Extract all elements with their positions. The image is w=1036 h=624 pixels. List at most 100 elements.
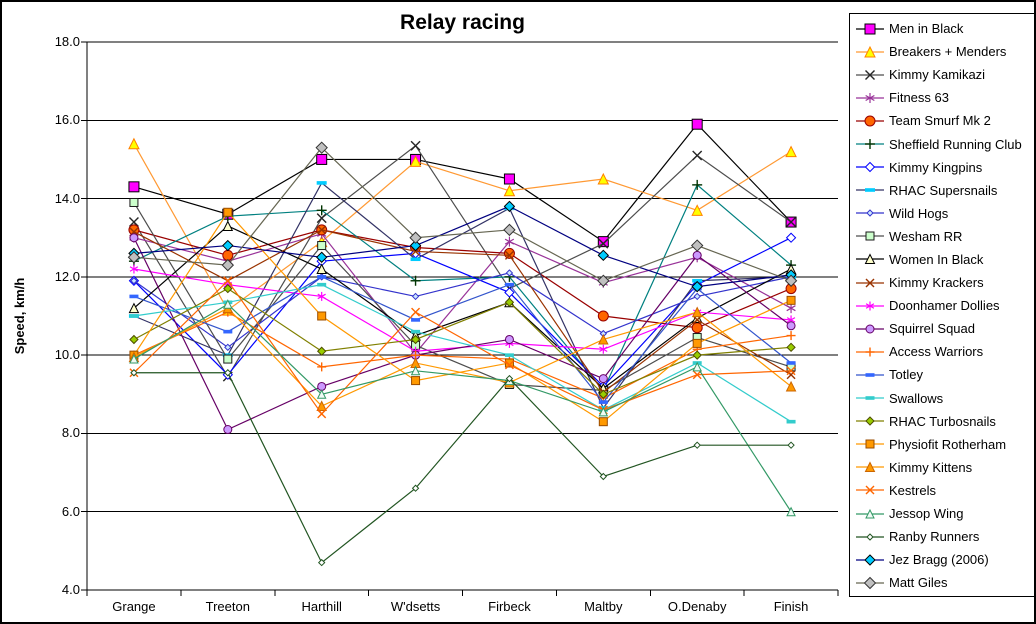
swallows-legend-marker[interactable]	[865, 396, 875, 400]
kestrels-marker[interactable]	[223, 276, 233, 286]
wesham-rr-marker[interactable]	[223, 354, 233, 364]
swallows-marker[interactable]	[786, 419, 796, 424]
rhac-turbosnails-marker[interactable]	[129, 334, 139, 345]
kestrels-marker[interactable]	[786, 366, 796, 376]
series-line-squirrel-squad[interactable]	[133, 237, 792, 431]
legend-item-sheffield-running-club[interactable]: Sheffield Running Club	[850, 132, 1034, 155]
men-in-black-legend-marker[interactable]	[864, 23, 876, 35]
legend-item-men-in-black[interactable]: Men in Black	[850, 17, 1034, 40]
kimmy-kittens-marker[interactable]	[316, 400, 327, 412]
swallows-marker[interactable]	[129, 314, 139, 318]
series-rhac-turbosnails[interactable]	[129, 283, 796, 399]
rhac-turbosnails-marker[interactable]	[786, 342, 796, 353]
kimmy-krackers-marker[interactable]	[786, 370, 796, 380]
jez-bragg-2006-marker[interactable]	[315, 251, 328, 263]
women-in-black-marker[interactable]	[128, 302, 140, 314]
kimmy-kamikazi-marker[interactable]	[598, 238, 609, 249]
series-squirrel-squad[interactable]	[129, 233, 796, 435]
legend-item-jez-bragg-2006[interactable]: Jez Bragg (2006)	[850, 548, 1034, 571]
jessop-wing-marker[interactable]	[410, 365, 421, 376]
jez-bragg-2006-marker[interactable]	[503, 200, 516, 213]
fitness-63-legend-marker[interactable]	[865, 94, 875, 101]
squirrel-squad-marker[interactable]	[129, 233, 139, 243]
physiofit-rotherham-marker[interactable]	[411, 376, 421, 386]
series-line-rhac-turbosnails[interactable]	[133, 287, 792, 395]
squirrel-squad-marker[interactable]	[504, 334, 514, 344]
series-line-kimmy-kamikazi[interactable]	[133, 144, 792, 378]
ranby-runners-marker[interactable]	[317, 558, 326, 567]
series-line-jessop-wing[interactable]	[133, 303, 792, 513]
wild-hogs-marker[interactable]	[130, 277, 138, 285]
kimmy-kingpins-marker[interactable]	[785, 232, 797, 243]
jez-bragg-2006-marker[interactable]	[597, 249, 610, 262]
men-in-black-marker[interactable]	[597, 236, 609, 248]
team-smurf-mk-2-legend-marker[interactable]	[864, 115, 876, 127]
ranby-runners-marker[interactable]	[130, 369, 138, 377]
rhac-turbosnails-marker[interactable]	[410, 334, 421, 345]
legend-item-rhac-turbosnails[interactable]: RHAC Turbosnails	[850, 410, 1034, 433]
legend[interactable]: Men in Black Breakers + Menders Kimmy Kami…	[849, 13, 1034, 597]
ranby-runners-marker[interactable]	[787, 441, 795, 449]
rhac-supersnails-marker[interactable]	[410, 257, 421, 262]
kimmy-kingpins-legend-marker[interactable]	[864, 161, 876, 173]
team-smurf-mk-2-marker[interactable]	[222, 249, 234, 261]
series-line-men-in-black[interactable]	[133, 123, 792, 243]
physiofit-rotherham-marker[interactable]	[598, 417, 608, 427]
chart-title[interactable]: Relay racing	[400, 11, 525, 34]
legend-item-wild-hogs[interactable]: Wild Hogs	[850, 202, 1034, 225]
physiofit-rotherham-marker[interactable]	[317, 311, 327, 321]
series-line-kimmy-kittens[interactable]	[133, 307, 792, 407]
matt-giles-marker[interactable]	[690, 239, 704, 252]
legend-item-swallows[interactable]: Swallows	[850, 387, 1034, 410]
kimmy-krackers-marker[interactable]	[504, 250, 514, 260]
kimmy-kamikazi-marker[interactable]	[316, 213, 327, 224]
men-in-black-marker[interactable]	[503, 173, 515, 185]
kimmy-kittens-marker[interactable]	[598, 333, 609, 345]
swallows-marker[interactable]	[411, 329, 421, 334]
ranby-runners-marker[interactable]	[224, 369, 232, 377]
swallows-marker[interactable]	[317, 282, 327, 287]
matt-giles-marker[interactable]	[221, 258, 235, 272]
squirrel-squad-legend-marker[interactable]	[865, 324, 875, 334]
doonhamer-dollies-marker[interactable]	[317, 293, 326, 300]
ranby-runners-marker[interactable]	[599, 472, 608, 481]
kestrels-marker[interactable]	[317, 409, 327, 419]
kimmy-kamikazi-marker[interactable]	[128, 217, 139, 228]
swallows-marker[interactable]	[504, 353, 514, 357]
kimmy-kittens-marker[interactable]	[691, 306, 703, 318]
series-line-access-warriors[interactable]	[133, 311, 792, 399]
wild-hogs-marker[interactable]	[224, 343, 232, 352]
legend-item-physiofit-rotherham[interactable]: Physiofit Rotherham	[850, 433, 1034, 456]
series-line-wesham-rr[interactable]	[133, 202, 792, 391]
jessop-wing-marker[interactable]	[786, 506, 796, 517]
breakers-menders-marker[interactable]	[409, 155, 422, 167]
breakers-menders-marker[interactable]	[597, 172, 610, 185]
breakers-menders-marker[interactable]	[503, 184, 516, 197]
kimmy-kamikazi-marker[interactable]	[786, 217, 797, 228]
totley-legend-marker[interactable]	[865, 373, 875, 377]
matt-giles-legend-marker[interactable]	[863, 576, 877, 590]
jessop-wing-marker[interactable]	[598, 406, 609, 417]
physiofit-rotherham-legend-marker[interactable]	[865, 439, 875, 449]
jessop-wing-marker[interactable]	[129, 353, 139, 364]
men-in-black-marker[interactable]	[691, 118, 703, 130]
totley-marker[interactable]	[598, 400, 608, 404]
kimmy-kittens-legend-marker[interactable]	[864, 461, 876, 473]
rhac-turbosnails-marker[interactable]	[598, 389, 609, 399]
totley-marker[interactable]	[129, 294, 139, 299]
ranby-runners-marker[interactable]	[411, 484, 420, 492]
wild-hogs-marker[interactable]	[411, 292, 420, 301]
legend-item-jessop-wing[interactable]: Jessop Wing	[850, 502, 1034, 525]
series-line-team-smurf-mk-2[interactable]	[133, 229, 792, 329]
legend-item-breakers-menders[interactable]: Breakers + Menders	[850, 40, 1034, 63]
kimmy-krackers-marker[interactable]	[692, 315, 702, 325]
women-in-black-legend-marker[interactable]	[864, 253, 876, 265]
team-smurf-mk-2-marker[interactable]	[597, 310, 609, 322]
series-line-jez-bragg-2006[interactable]	[133, 205, 792, 288]
series-kestrels[interactable]	[129, 276, 796, 419]
rhac-supersnails-marker[interactable]	[692, 278, 703, 283]
women-in-black-marker[interactable]	[222, 220, 234, 231]
series-line-kimmy-krackers[interactable]	[133, 229, 792, 394]
men-in-black-marker[interactable]	[128, 181, 140, 193]
squirrel-squad-marker[interactable]	[692, 250, 702, 260]
